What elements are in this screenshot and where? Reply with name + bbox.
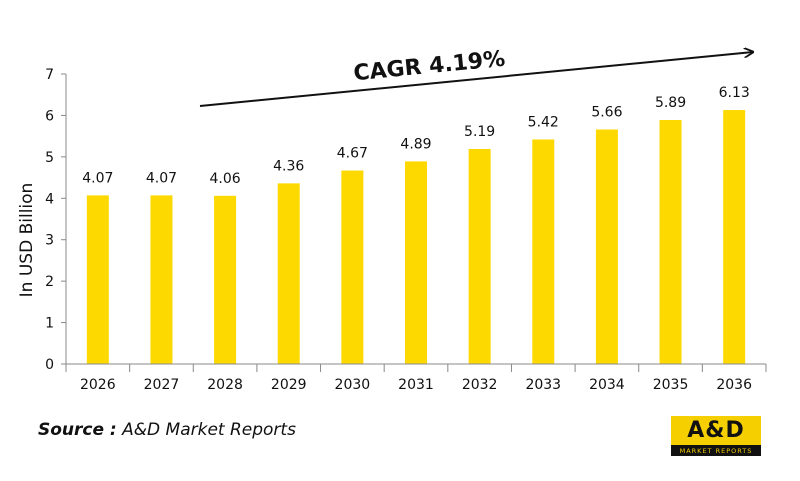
x-tick-label-2027: 2027 xyxy=(144,377,180,393)
axes-layer: 2026 2027 2028 2029 2030 2031 2032 2033 2034 2035… xyxy=(45,67,767,393)
y-tick-label-1: 1 xyxy=(45,316,54,332)
x-tick-label-2026: 2026 xyxy=(80,377,116,393)
data-label-2031: 4.89 xyxy=(400,136,431,152)
bar-chart: 4.07 4.07 4.06 4.36 4.67 4.89 5.19 5.42 5.66 5.89… xyxy=(17,47,767,393)
logo-title: A&D xyxy=(671,416,761,445)
data-label-2027: 4.07 xyxy=(146,170,177,186)
x-tick-label-2034: 2034 xyxy=(589,377,625,393)
y-tick-label-7: 7 xyxy=(45,67,54,83)
data-label-2033: 5.42 xyxy=(528,114,559,130)
data-label-2034: 5.66 xyxy=(591,105,622,121)
x-tick-label-2036: 2036 xyxy=(716,377,752,393)
y-tick-label-6: 6 xyxy=(45,108,54,124)
data-labels-layer: 4.07 4.07 4.06 4.36 4.67 4.89 5.19 5.42 5.66 5.89… xyxy=(82,85,750,187)
y-tick-label-5: 5 xyxy=(45,150,54,166)
data-label-2032: 5.19 xyxy=(464,124,495,140)
bar-2032 xyxy=(468,148,491,364)
x-tick-label-2028: 2028 xyxy=(207,377,243,393)
bars-layer xyxy=(86,110,746,365)
company-logo: A&D MARKET REPORTS xyxy=(671,416,761,456)
bar-2026 xyxy=(86,195,109,364)
data-label-2030: 4.67 xyxy=(337,146,368,162)
x-tick-label-2029: 2029 xyxy=(271,377,307,393)
y-tick-label-4: 4 xyxy=(45,191,54,207)
y-tick-label-3: 3 xyxy=(45,233,54,249)
cagr-annotation: CAGR 4.19% xyxy=(352,47,506,87)
x-tick-label-2032: 2032 xyxy=(462,377,498,393)
bar-2036 xyxy=(723,110,746,365)
source-note: Source : A&D Market Reports xyxy=(38,420,296,440)
cagr-trend-arrow xyxy=(199,52,753,107)
x-tick-label-2033: 2033 xyxy=(525,377,561,393)
bar-2030 xyxy=(341,170,364,364)
bar-2029 xyxy=(277,183,300,364)
bar-2035 xyxy=(659,119,682,364)
bar-2034 xyxy=(595,129,618,364)
logo-subtitle: MARKET REPORTS xyxy=(671,445,761,456)
bar-2033 xyxy=(532,139,555,364)
data-label-2035: 5.89 xyxy=(655,95,686,111)
y-tick-label-0: 0 xyxy=(45,357,54,373)
y-tick-label-2: 2 xyxy=(45,274,54,290)
data-label-2036: 6.13 xyxy=(719,85,750,101)
data-label-2028: 4.06 xyxy=(210,171,241,187)
bar-2031 xyxy=(405,161,427,364)
data-label-2026: 4.07 xyxy=(82,170,113,186)
x-tick-label-2031: 2031 xyxy=(398,377,434,393)
source-text: A&D Market Reports xyxy=(122,420,296,440)
source-prefix: Source : xyxy=(38,420,117,440)
x-tick-label-2035: 2035 xyxy=(653,377,689,393)
bar-2028 xyxy=(214,195,237,364)
x-tick-label-2030: 2030 xyxy=(335,377,371,393)
data-label-2029: 4.36 xyxy=(273,158,304,174)
y-axis-label: In USD Billion xyxy=(17,183,37,298)
bar-2027 xyxy=(150,195,173,364)
